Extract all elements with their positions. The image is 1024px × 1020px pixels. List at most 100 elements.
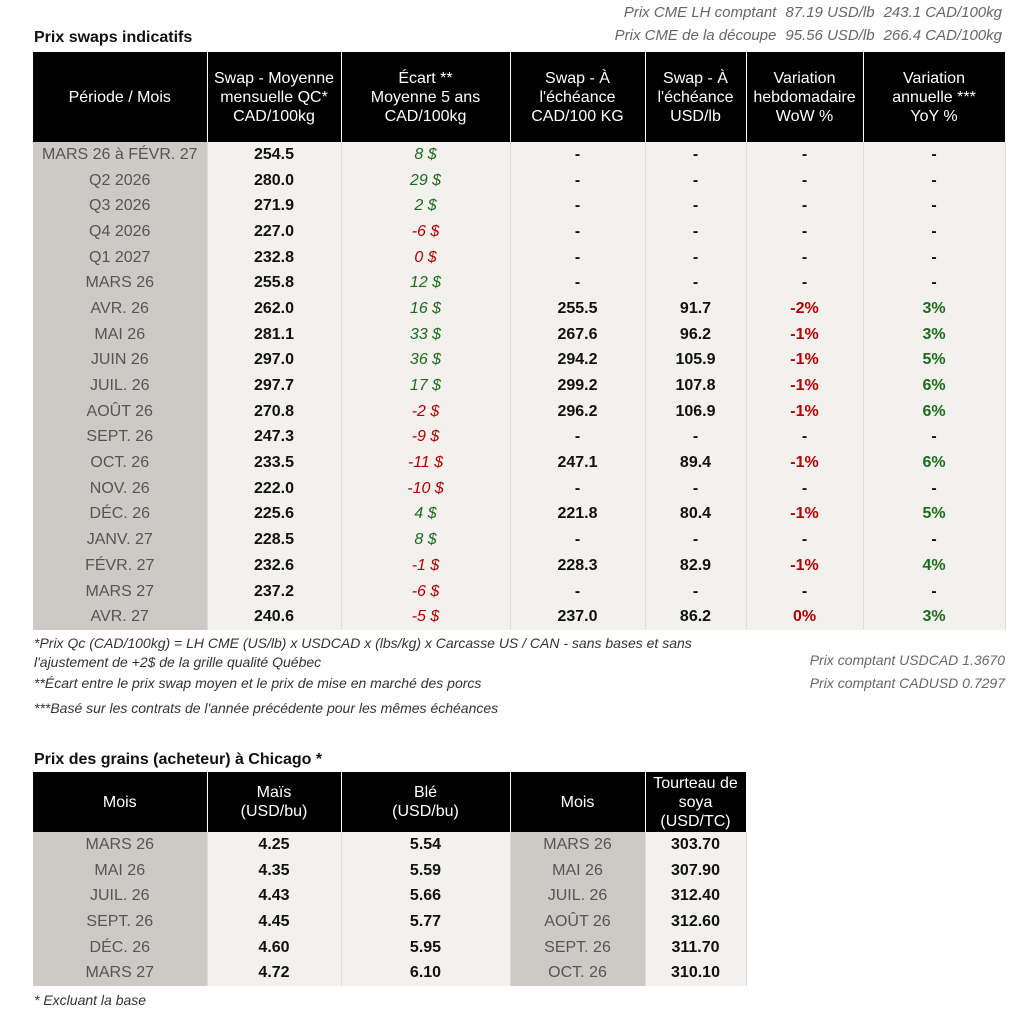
table-cell: 5.54 [341, 832, 511, 858]
table-cell: MAI 26 [510, 857, 646, 884]
table-cell: - [510, 142, 646, 168]
table-cell: - [746, 578, 864, 605]
table-cell: 4.45 [207, 909, 342, 935]
column-header: Tourteau de soya (USD/TC) [645, 772, 747, 832]
table-cell: - [746, 270, 864, 297]
table-cell: 280.0 [207, 167, 342, 194]
table-cell: 4.60 [207, 934, 342, 961]
table-row: SEPT. 26 247.3 -9 $ - - - - [33, 424, 1006, 451]
table-cell: 310.10 [645, 960, 747, 987]
table-cell: - [863, 167, 1006, 194]
table-cell: 233.5 [207, 450, 342, 476]
table-cell: - [645, 527, 747, 553]
table-cell: SEPT. 26 [510, 934, 646, 961]
table-cell: - [645, 193, 747, 220]
table-cell: 86.2 [645, 604, 747, 631]
table-cell: 6% [863, 373, 1006, 399]
table-cell: 96.2 [645, 321, 747, 348]
table-cell: - [510, 167, 646, 194]
column-header: Variation annuelle *** YoY % [863, 52, 1006, 142]
table-cell: AOÛT 26 [33, 398, 208, 425]
table-row: AVR. 26 262.0 16 $255.5 91.7 -2% 3% [33, 296, 1006, 322]
table-cell: FÉVR. 27 [33, 553, 208, 579]
table-cell: 228.5 [207, 527, 342, 553]
table-cell: 297.0 [207, 347, 342, 374]
cme-label: Prix CME LH comptant [623, 4, 777, 21]
table-cell: - [645, 142, 747, 168]
table-cell: -1% [746, 553, 864, 579]
table-row: NOV. 26 222.0 -10 $ - - - - [33, 475, 1006, 502]
note: *Prix Qc (CAD/100kg) = LH CME (US/lb) x … [34, 635, 692, 670]
table-row: Q3 2026 271.9 2 $ - - - - [33, 193, 1006, 220]
note: ***Basé sur les contrats de l'année préc… [34, 700, 499, 716]
table-cell: 296.2 [510, 398, 646, 425]
table-cell: - [645, 219, 747, 245]
table-row: JUIL. 26 4.43 5.66 JUIL. 26 312.40 [33, 883, 747, 910]
table-cell: 255.5 [510, 296, 646, 322]
table-cell: 232.8 [207, 244, 342, 271]
table-cell: 5% [863, 347, 1006, 374]
table-row: AOÛT 26 270.8 -2 $296.2 106.9 -1% 6% [33, 398, 1006, 425]
table-cell: - [863, 219, 1006, 245]
table-cell: AOÛT 26 [510, 909, 646, 935]
table-cell: 221.8 [510, 501, 646, 528]
table-cell: 4.25 [207, 832, 342, 858]
table-cell: 3% [863, 296, 1006, 322]
table-cell: 312.60 [645, 909, 747, 935]
table-cell: 297.7 [207, 373, 342, 399]
table-cell: 271.9 [207, 193, 342, 220]
column-header: Période / Mois [33, 52, 208, 142]
table-cell: JUIN 26 [33, 347, 208, 374]
table-row: MAI 26 4.35 5.59 MAI 26 307.90 [33, 857, 747, 884]
table-cell: 299.2 [510, 373, 646, 399]
table-cell: -1% [746, 347, 864, 374]
table-cell: JUIL. 26 [33, 883, 208, 910]
table-cell: 82.9 [645, 553, 747, 579]
table-row: DÉC. 26 225.6 4 $221.8 80.4 -1% 5% [33, 501, 1006, 528]
table-row: MARS 27 4.72 6.10 OCT. 26 310.10 [33, 960, 747, 987]
table-cell: 4.43 [207, 883, 342, 910]
column-header: Mois [510, 772, 646, 832]
table-cell: 3% [863, 321, 1006, 348]
table-cell: 2 $ [341, 193, 511, 220]
column-header: Blé (USD/bu) [341, 772, 511, 832]
column-header: Swap - À l'échéance USD/lb [645, 52, 747, 142]
table-cell: 36 $ [341, 347, 511, 374]
table-cell: Q4 2026 [33, 219, 208, 245]
table-cell: - [863, 270, 1006, 297]
table-cell: 29 $ [341, 167, 511, 194]
cme-usd: 87.19 USD/lb [785, 4, 875, 21]
table-cell: - [746, 424, 864, 451]
table-cell: DÉC. 26 [33, 934, 208, 961]
table-cell: - [645, 167, 747, 194]
cme-lines: Prix CME LH comptant 87.19 USD/lb 243.1 CA… [606, 4, 1002, 50]
table-row: JUIN 26 297.0 36 $294.2 105.9 -1% 5% [33, 347, 1006, 374]
table-row: SEPT. 26 4.45 5.77 AOÛT 26 312.60 [33, 909, 747, 935]
table-row: JANV. 27 228.5 8 $ - - - - [33, 527, 1006, 553]
table-cell: - [746, 142, 864, 168]
table-cell: 237.0 [510, 604, 646, 631]
table-cell: 107.8 [645, 373, 747, 399]
table-cell: 255.8 [207, 270, 342, 297]
table-row: FÉVR. 27 232.6 -1 $228.3 82.9 -1% 4% [33, 553, 1006, 579]
table-cell: 247.1 [510, 450, 646, 476]
table-cell: - [510, 424, 646, 451]
table-cell: SEPT. 26 [33, 424, 208, 451]
cme-usd: 95.56 USD/lb [785, 27, 875, 44]
table-cell: 106.9 [645, 398, 747, 425]
table-cell: JUIL. 26 [510, 883, 646, 910]
table-row: Q2 2026 280.0 29 $ - - - - [33, 167, 1006, 194]
table-cell: JUIL. 26 [33, 373, 208, 399]
table-cell: Q1 2027 [33, 244, 208, 271]
table-cell: - [645, 578, 747, 605]
table-cell: SEPT. 26 [33, 909, 208, 935]
table-cell: 105.9 [645, 347, 747, 374]
table-cell: 8 $ [341, 527, 511, 553]
table-row: JUIL. 26 297.7 17 $299.2 107.8 -1% 6% [33, 373, 1006, 399]
table-cell: -1% [746, 398, 864, 425]
table-cell: -10 $ [341, 475, 511, 502]
table-cell: 4% [863, 553, 1006, 579]
table-cell: - [746, 167, 864, 194]
table-cell: 91.7 [645, 296, 747, 322]
column-header: Variation hebdomadaire WoW % [746, 52, 864, 142]
